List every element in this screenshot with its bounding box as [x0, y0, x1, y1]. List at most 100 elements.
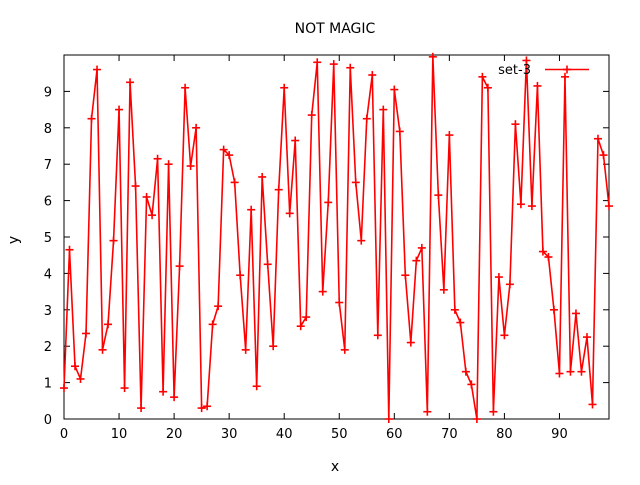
x-tick-label: 60 — [386, 427, 403, 442]
data-point — [467, 380, 476, 389]
data-point — [115, 105, 124, 114]
x-tick-label: 30 — [221, 427, 238, 442]
data-point — [82, 329, 91, 338]
data-point — [164, 160, 173, 169]
data-point — [368, 71, 377, 80]
data-point — [489, 407, 498, 416]
data-point — [494, 273, 503, 282]
data-point — [252, 382, 261, 391]
data-point — [384, 415, 393, 423]
y-axis-label: y — [6, 236, 22, 244]
data-point — [472, 415, 481, 423]
y-tick-label: 1 — [44, 377, 52, 392]
x-tick-label: 90 — [551, 427, 568, 442]
series-layer — [60, 52, 613, 423]
data-point — [274, 185, 283, 194]
data-point — [599, 151, 608, 160]
y-tick-label: 8 — [44, 122, 52, 137]
data-point — [296, 322, 305, 331]
data-point — [571, 309, 580, 318]
data-point — [406, 338, 415, 347]
data-point — [71, 362, 80, 371]
data-point — [588, 400, 597, 409]
legend: set-3 — [498, 63, 589, 78]
data-point — [500, 331, 509, 340]
x-tick-label: 20 — [166, 427, 183, 442]
data-point — [549, 305, 558, 314]
y-tick-label: 2 — [44, 340, 52, 355]
data-point — [566, 367, 575, 376]
data-point — [417, 243, 426, 252]
data-point — [357, 236, 366, 245]
data-point — [98, 345, 107, 354]
data-point — [241, 345, 250, 354]
data-point — [307, 111, 316, 120]
data-point — [533, 81, 542, 90]
data-point — [230, 178, 239, 187]
data-point — [582, 333, 591, 342]
data-point — [555, 369, 564, 378]
data-point — [324, 198, 333, 207]
data-point — [104, 320, 113, 329]
data-point — [395, 127, 404, 136]
data-point — [577, 367, 586, 376]
data-point — [175, 262, 184, 271]
series-line-set-3 — [63, 56, 610, 420]
data-point — [219, 145, 228, 154]
data-point — [340, 345, 349, 354]
data-point — [412, 256, 421, 265]
data-point — [538, 247, 547, 256]
data-point — [87, 114, 96, 123]
data-point — [258, 172, 267, 181]
data-point — [109, 236, 118, 245]
data-point — [148, 211, 157, 220]
data-point — [302, 313, 311, 322]
data-point — [544, 253, 553, 262]
data-point — [131, 182, 140, 191]
data-point — [478, 72, 487, 81]
data-point — [560, 72, 569, 81]
data-point — [247, 205, 256, 214]
data-point — [313, 58, 322, 67]
data-point — [593, 134, 602, 143]
data-point — [65, 245, 74, 254]
data-point — [203, 402, 212, 411]
y-tick-label: 7 — [44, 158, 52, 173]
data-point — [181, 83, 190, 92]
data-point — [527, 202, 536, 211]
data-point — [401, 271, 410, 280]
data-point — [263, 260, 272, 269]
data-point — [450, 305, 459, 314]
data-point — [351, 178, 360, 187]
data-point — [285, 209, 294, 218]
data-point — [511, 120, 520, 129]
data-point — [373, 331, 382, 340]
x-tick-label: 40 — [276, 427, 293, 442]
data-point — [137, 404, 146, 413]
x-tick-label: 70 — [441, 427, 458, 442]
data-point — [605, 202, 613, 211]
data-point — [346, 63, 355, 72]
data-point — [236, 271, 245, 280]
data-point — [483, 83, 492, 92]
data-point — [159, 387, 168, 396]
y-tick-label: 5 — [44, 231, 52, 246]
data-point — [335, 298, 344, 307]
data-point — [120, 384, 129, 393]
data-point — [214, 302, 223, 311]
data-point — [445, 131, 454, 140]
data-point — [76, 374, 85, 383]
data-point — [280, 83, 289, 92]
data-point — [434, 191, 443, 200]
data-point — [170, 393, 179, 402]
data-point — [516, 200, 525, 209]
x-axis-label: x — [331, 459, 339, 475]
data-point — [126, 78, 135, 87]
legend-label-set-3: set-3 — [498, 63, 531, 78]
data-point — [192, 123, 201, 132]
data-point — [225, 151, 234, 160]
y-tick-label: 6 — [44, 195, 52, 210]
data-point — [208, 320, 217, 329]
data-point — [423, 407, 432, 416]
